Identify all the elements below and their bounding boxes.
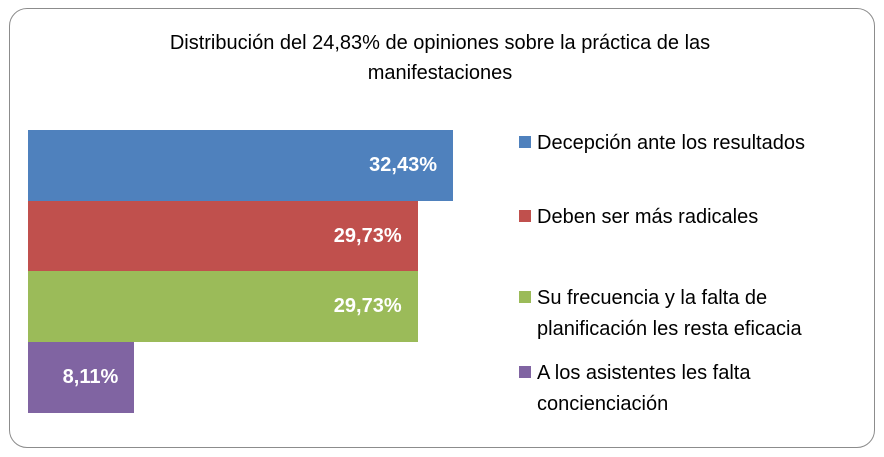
bar: [28, 200, 418, 272]
legend-swatch: [519, 210, 531, 222]
legend-swatch: [519, 366, 531, 378]
legend-label: Su frecuencia y la falta de planificació…: [537, 287, 802, 340]
legend-item: Deben ser más radicales: [519, 202, 864, 233]
bar: [28, 130, 453, 201]
data-label: 8,11%: [62, 365, 119, 388]
data-label: 29,73%: [333, 295, 402, 317]
legend-label: Decepción ante los resultados: [537, 132, 805, 154]
legend-item: A los asistentes les falta concienciació…: [519, 358, 864, 420]
data-label: 29,73%: [333, 224, 402, 247]
bar: [28, 341, 135, 413]
legend-item: Decepción ante los resultados: [519, 128, 864, 159]
data-label: 32,43%: [369, 154, 437, 176]
legend-swatch: [519, 291, 531, 303]
legend-label: Deben ser más radicales: [537, 206, 759, 228]
legend-swatch: [519, 136, 531, 148]
legend-label: A los asistentes les falta concienciació…: [537, 362, 751, 415]
legend-item: Su frecuencia y la falta de planificació…: [519, 283, 864, 345]
chart-title: Distribución del 24,83% de opiniones sob…: [169, 32, 711, 84]
bar: [28, 271, 418, 342]
